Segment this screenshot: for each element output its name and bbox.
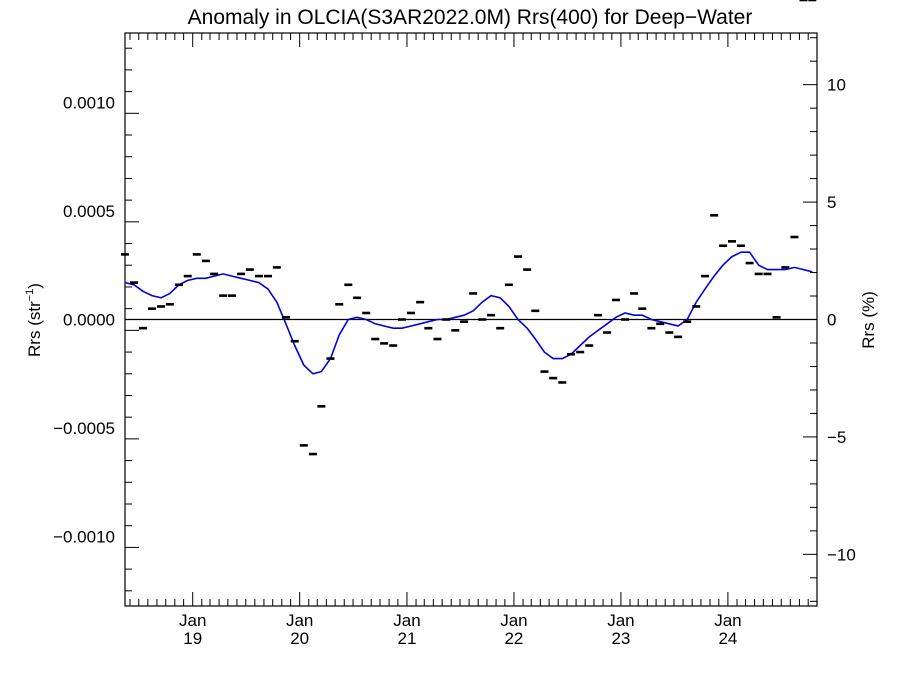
y-axis-right-label: Rrs (%) (859, 291, 878, 349)
x-tick-label: Jan (714, 611, 741, 630)
x-tick-sublabel: 19 (183, 629, 202, 648)
x-tick-sublabel: 22 (504, 629, 523, 648)
y-right-tick-label: −10 (827, 545, 856, 564)
x-tick-label: Jan (393, 611, 420, 630)
y-right-tick-label: 5 (827, 193, 836, 212)
y-axis-left-label: Rrs (str−1) (24, 283, 44, 357)
x-tick-label: Jan (179, 611, 206, 630)
x-tick-sublabel: 20 (290, 629, 309, 648)
x-tick-label: Jan (286, 611, 313, 630)
y-left-tick-label: −0.0005 (53, 419, 115, 438)
chart-title: Anomaly in OLCIA(S3AR2022.0M) Rrs(400) f… (188, 6, 753, 29)
smoothed-series (124, 251, 813, 375)
y-right-tick-label: 10 (827, 76, 846, 95)
x-tick-sublabel: 21 (397, 629, 416, 648)
x-tick-sublabel: 23 (611, 629, 630, 648)
y-axis-left: 0.0010 0.0005 0.0000 −0.0005 −0.0010 (53, 47, 139, 592)
y-axis-left-label-close: ) (25, 283, 44, 289)
y-left-tick-label: 0.0010 (63, 93, 115, 112)
x-tick-sublabel: 24 (718, 629, 737, 648)
y-left-tick-label: 0.0005 (63, 202, 115, 221)
y-left-tick-label: −0.0010 (53, 528, 115, 547)
smoothed-line (124, 251, 813, 375)
x-tick-label: Jan (607, 611, 634, 630)
y-right-tick-label: −5 (827, 428, 846, 447)
y-axis-left-label-text: Rrs (str (25, 301, 44, 357)
y-axis-right: 10 5 0 −5 −10 (803, 37, 856, 602)
y-left-tick-label: 0.0000 (63, 311, 115, 330)
x-tick-label: Jan (500, 611, 527, 630)
y-right-tick-label: 0 (827, 311, 836, 330)
y-axis-left-label-sup: −1 (24, 289, 36, 302)
monthly-points (121, 0, 817, 456)
